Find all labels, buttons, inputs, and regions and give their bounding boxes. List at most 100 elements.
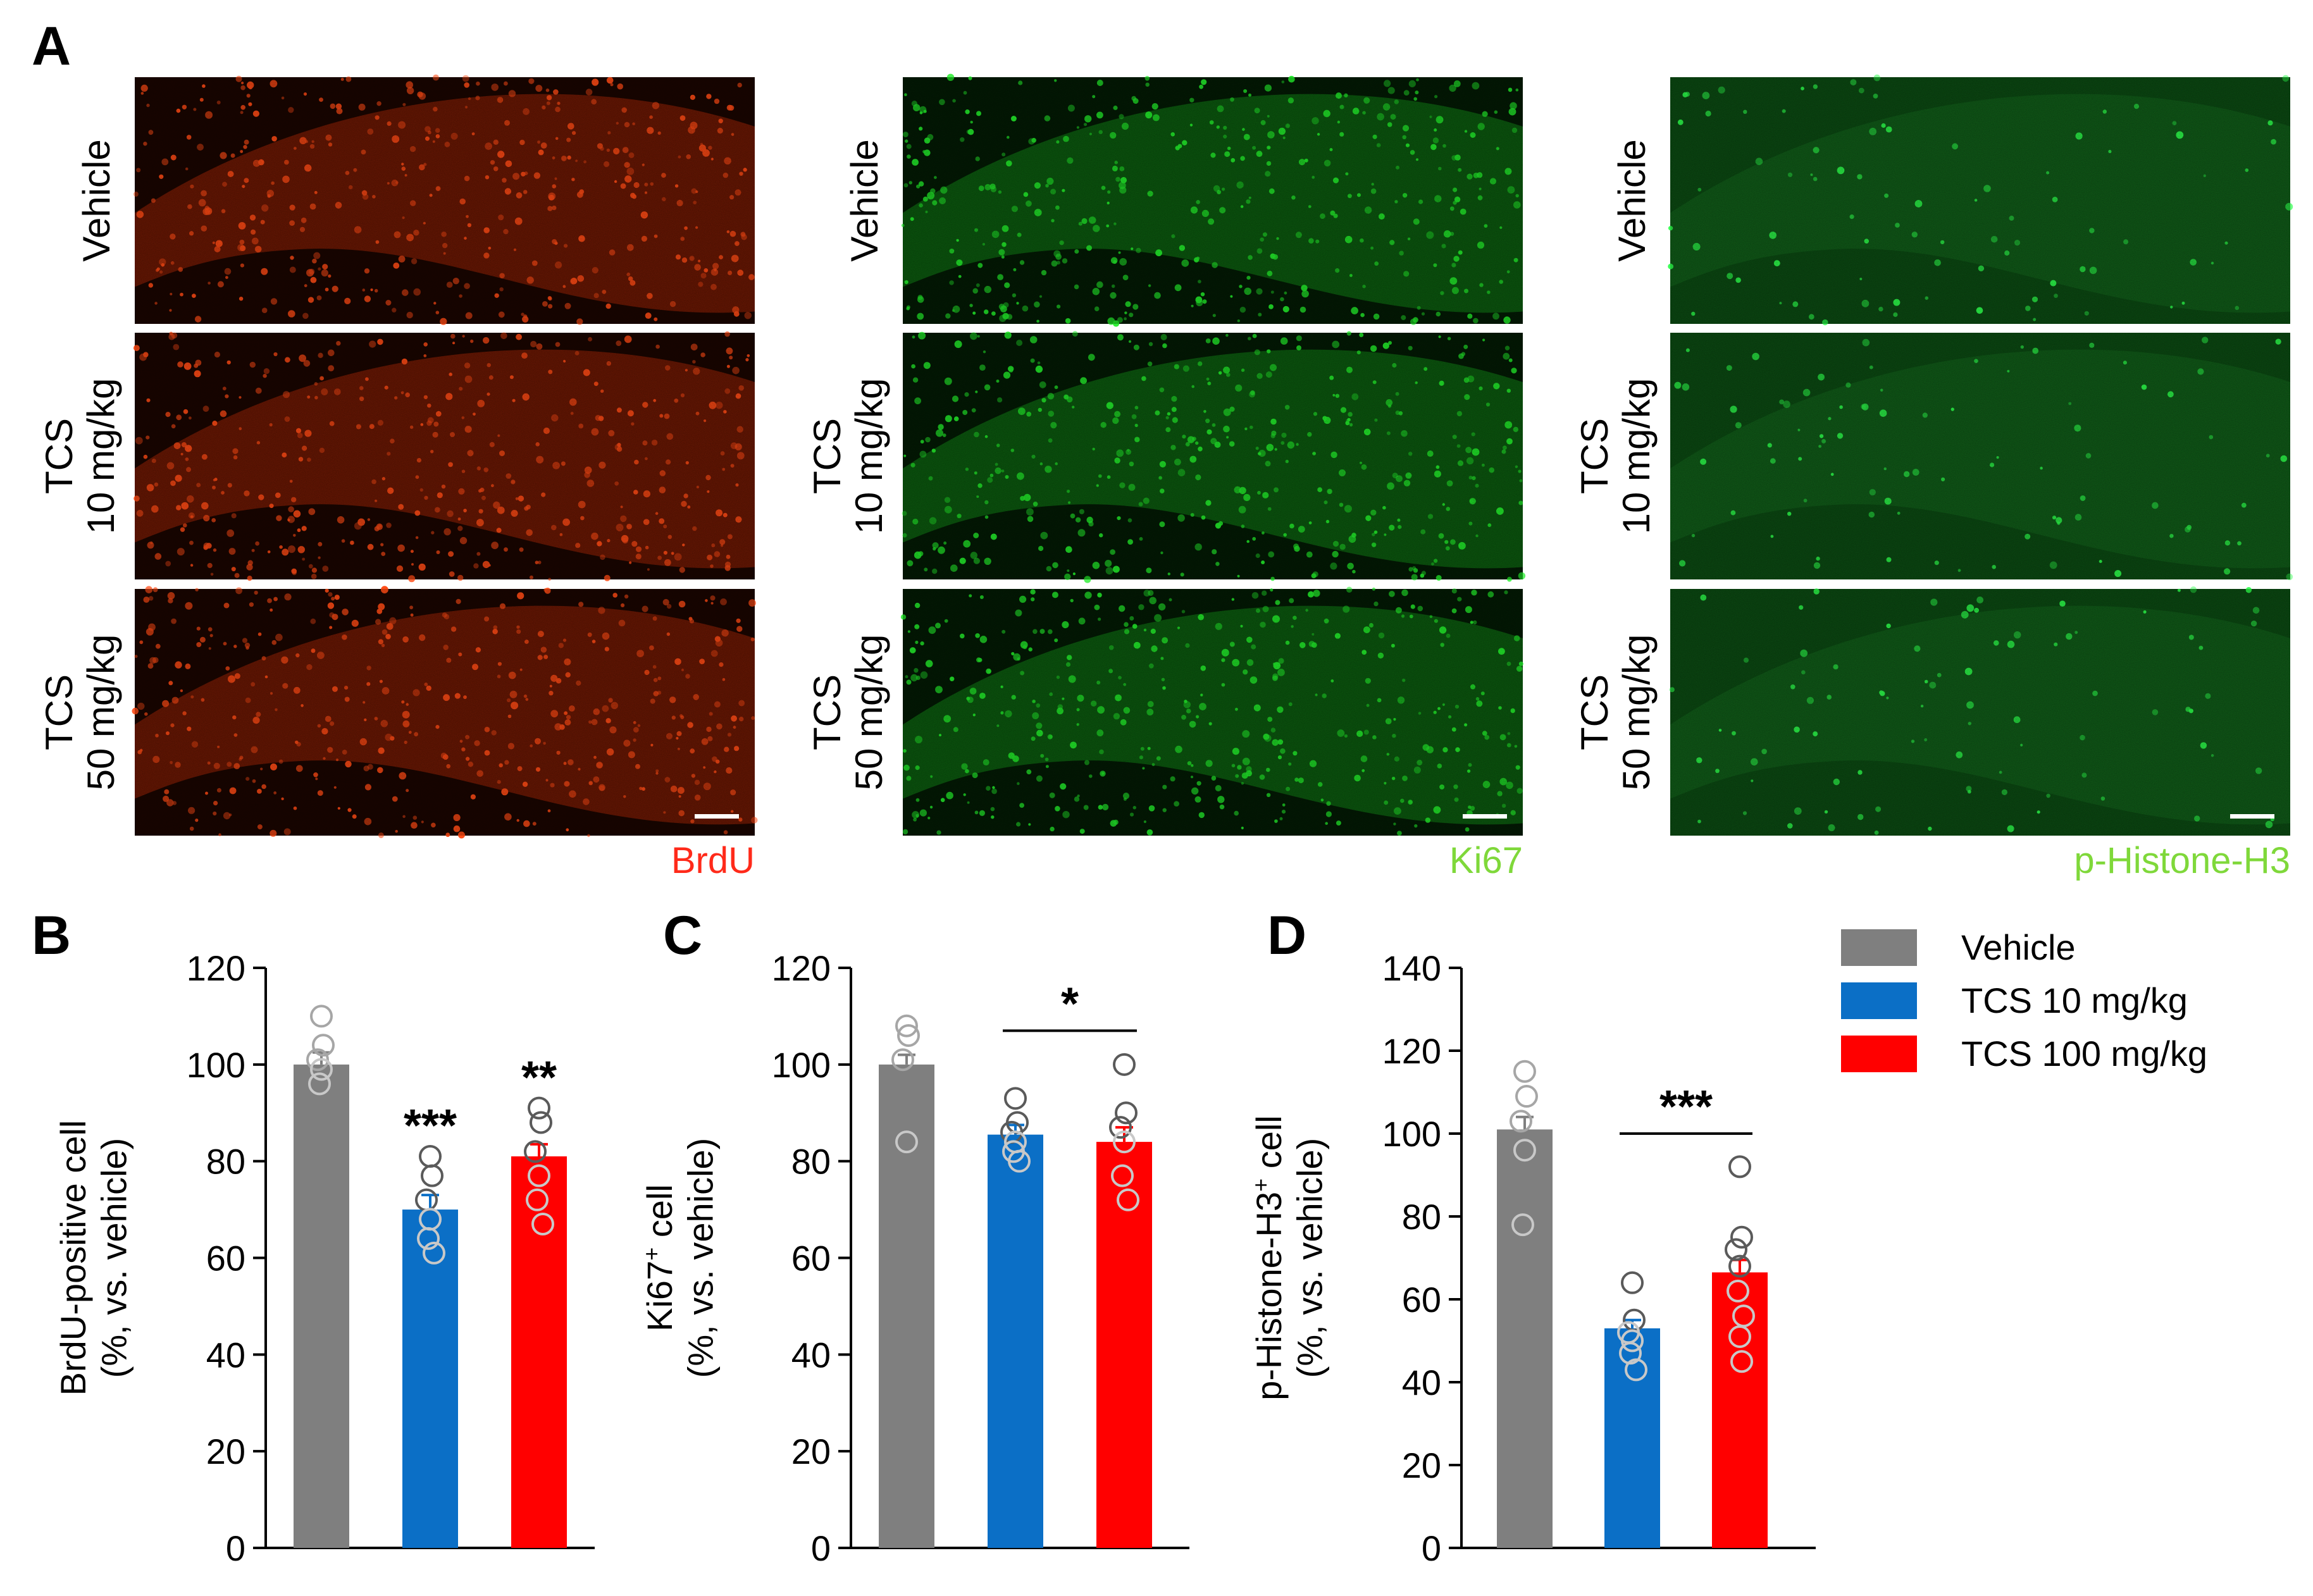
micrograph-0-2: [132, 586, 758, 839]
y-tick-label: 0: [226, 1528, 245, 1568]
row-label: Vehicle: [843, 139, 886, 261]
row-label-line2: 10 mg/kg: [80, 378, 122, 535]
panel-letter-b: B: [32, 905, 71, 966]
y-tick-label: 100: [772, 1045, 831, 1085]
micrograph-2-2: [1669, 586, 2290, 836]
row-label-line1: TCS: [1573, 674, 1616, 750]
row-label-line1: TCS: [806, 674, 848, 750]
data-point: [524, 1140, 547, 1163]
legend: Vehicle TCS 10 mg/kg TCS 100 mg/kg: [1841, 927, 2207, 1073]
data-point: [310, 1005, 333, 1028]
scale-bar: [2230, 814, 2274, 819]
micrograph-1-2: [900, 586, 1523, 836]
data-point: [891, 1048, 914, 1072]
y-tick-label: 60: [791, 1239, 831, 1278]
data-point: [417, 1227, 440, 1250]
data-point: [308, 1072, 331, 1096]
y-tick-label: 0: [1422, 1528, 1441, 1568]
micrograph-0-0: [133, 74, 755, 325]
y-tick-label: 120: [1382, 1031, 1441, 1071]
data-point: [1621, 1329, 1644, 1352]
legend-swatch-vehicle: [1841, 929, 1917, 966]
significance-label: ***: [1659, 1082, 1713, 1132]
row-label-line2: 50 mg/kg: [80, 634, 122, 791]
y-axis-label: p-Histone-H3+ cell(%, vs. vehicle): [1248, 1115, 1330, 1401]
micrograph-2-0: [1668, 74, 2293, 326]
row-label-line1: TCS: [806, 418, 848, 494]
data-point: [1008, 1149, 1031, 1173]
micrograph-texture: [135, 333, 755, 579]
y-axis-label-line2: (%, vs. vehicle): [1289, 1138, 1329, 1378]
y-axis-label: Ki67+ cell(%, vs. vehicle): [638, 1138, 721, 1378]
bar-2: [511, 1156, 567, 1548]
micrograph-1-1: [902, 331, 1526, 583]
panel-letter-c: C: [663, 905, 702, 966]
y-tick-label: 100: [1382, 1114, 1441, 1154]
row-label-line1: TCS: [38, 674, 80, 750]
bar-2: [1712, 1272, 1768, 1548]
y-tick-label: 40: [791, 1335, 831, 1375]
data-point: [1113, 1130, 1136, 1154]
chart-d: 0 20 40 60 80 100 120 140 *** p-Histone-H3+ cell(…: [1248, 948, 1816, 1568]
micrograph-0-1: [133, 331, 755, 583]
data-point: [897, 1024, 920, 1047]
y-axis-label-sup: +: [638, 1247, 664, 1261]
legend-label-tcs-100: TCS 100 mg/kg: [1961, 1034, 2207, 1073]
y-tick-label: 80: [791, 1142, 831, 1182]
bar-1: [988, 1134, 1043, 1548]
data-point: [1513, 1139, 1536, 1162]
micrograph-texture: [1670, 589, 2290, 836]
row-label-line2: 10 mg/kg: [1615, 378, 1658, 535]
data-point: [1515, 1085, 1538, 1108]
row-label: TCS50 mg/kg: [1573, 634, 1658, 791]
data-point: [310, 1058, 333, 1081]
data-point: [1109, 1116, 1132, 1139]
bar-0: [294, 1064, 349, 1548]
micrograph-texture: [903, 77, 1523, 324]
legend-label-vehicle: Vehicle: [1961, 927, 2076, 967]
data-point: [528, 1164, 550, 1187]
scale-bar: [695, 814, 739, 819]
data-point: [423, 1241, 445, 1265]
y-tick-label: 100: [187, 1045, 245, 1085]
data-point: [306, 1048, 329, 1072]
data-point: [1625, 1358, 1647, 1382]
legend-swatch-tcs-10: [1841, 982, 1917, 1019]
data-point: [1113, 1053, 1136, 1076]
bar-1: [402, 1209, 458, 1548]
marker-label: Ki67: [1449, 840, 1523, 881]
data-point: [895, 1014, 918, 1037]
significance-label: ***: [404, 1101, 457, 1151]
y-axis-label-line1: Ki67: [640, 1261, 679, 1332]
micrograph-texture: [135, 589, 755, 836]
y-tick-label: 80: [206, 1142, 245, 1182]
y-axis-label-line2: (%, vs. vehicle): [680, 1138, 720, 1378]
data-point: [1728, 1254, 1751, 1278]
data-point: [528, 1096, 550, 1120]
row-label-line1: TCS: [1573, 418, 1616, 494]
row-label: TCS10 mg/kg: [38, 378, 122, 535]
data-point: [1619, 1342, 1642, 1365]
micrograph-texture: [903, 333, 1523, 579]
scale-bar: [1463, 814, 1507, 819]
data-point: [1727, 1279, 1749, 1302]
legend-label-tcs-10: TCS 10 mg/kg: [1961, 980, 2188, 1020]
significance-label: **: [521, 1053, 557, 1103]
data-point: [1510, 1110, 1532, 1133]
micrograph-texture: [135, 77, 755, 324]
row-label: Vehicle: [75, 139, 118, 261]
data-point: [312, 1034, 335, 1057]
data-point: [1511, 1213, 1534, 1237]
data-point: [526, 1188, 549, 1211]
bar-1: [1604, 1328, 1660, 1548]
data-point: [1513, 1060, 1536, 1083]
bar-2: [1096, 1142, 1152, 1548]
micrograph-texture: [1670, 77, 2290, 324]
bar-0: [879, 1064, 934, 1548]
row-label: TCS50 mg/kg: [806, 634, 890, 791]
micrograph-texture: [1670, 333, 2290, 579]
row-label: Vehicle: [1611, 139, 1653, 261]
panel-letter-a: A: [32, 16, 71, 77]
